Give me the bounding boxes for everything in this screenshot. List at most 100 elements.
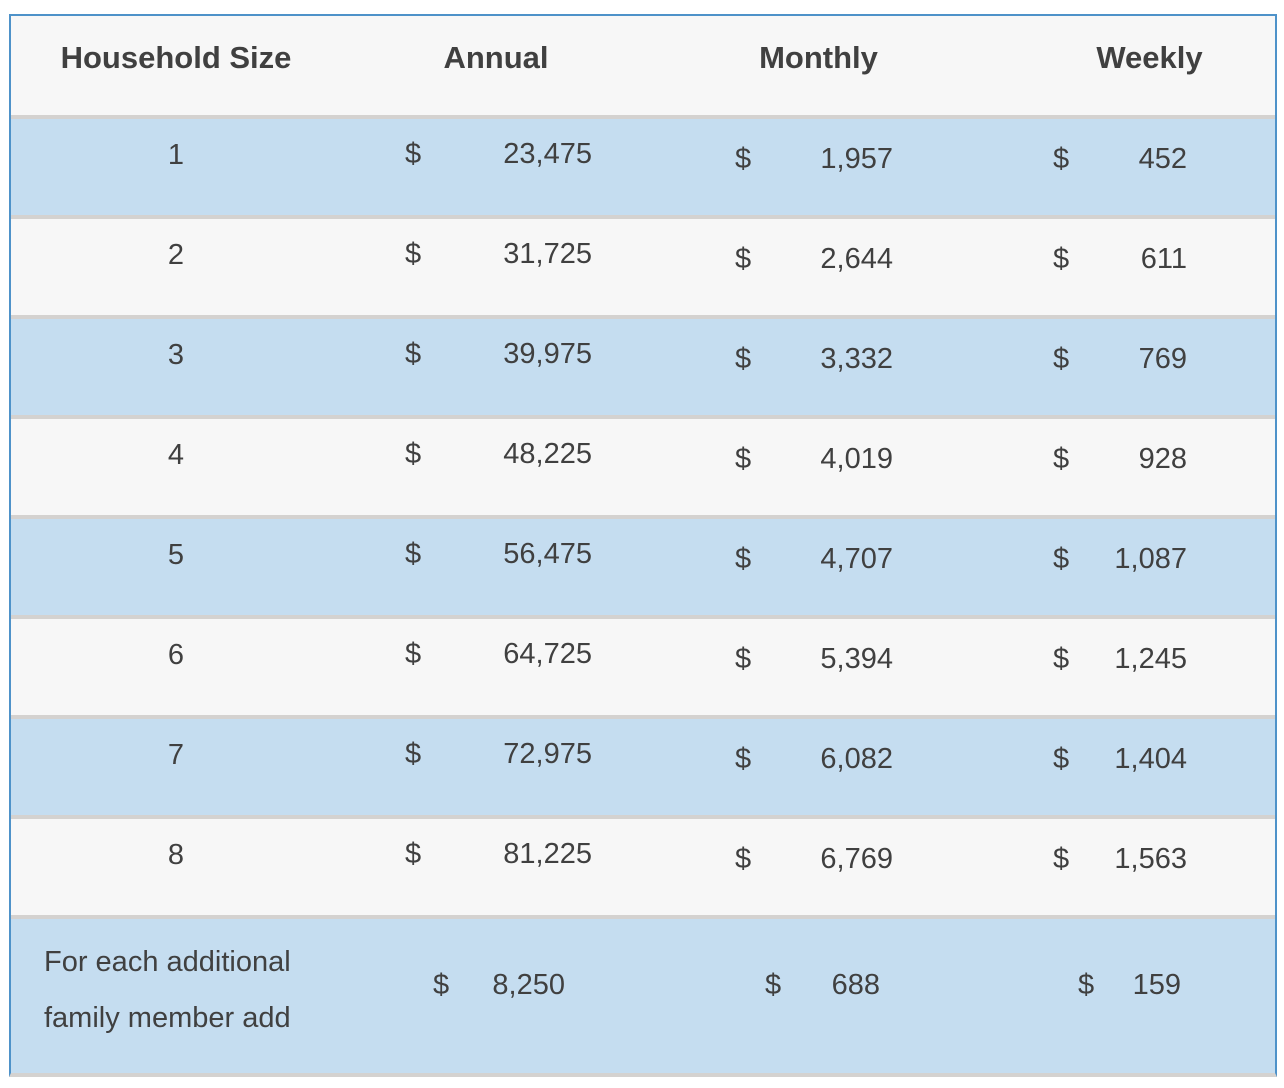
column-header-annual-label: Annual — [443, 39, 549, 75]
annual-amount: 72,975 — [503, 737, 592, 770]
column-header-weekly-label: Weekly — [1096, 39, 1203, 75]
annual-amount: 8,250 — [492, 968, 565, 1001]
monthly-amount-cell: $ 3,332 — [651, 319, 986, 415]
annual-amount-cell: $ 64,725 — [341, 614, 651, 710]
household-size-cell: 1 — [167, 138, 185, 171]
monthly-amount: 1,957 — [820, 142, 893, 175]
annual-amount-cell: $ 23,475 — [341, 114, 651, 210]
dollar-sign: $ — [405, 437, 422, 470]
dollar-sign: $ — [405, 337, 422, 370]
column-header-household-size: Household Size — [11, 16, 341, 115]
table-row: 7 $ 72,975 $ 6,082 $ 1,404 — [11, 715, 1275, 815]
table-row: For each additional family member add $ … — [11, 915, 1275, 1073]
dollar-sign: $ — [405, 137, 422, 170]
column-header-monthly: Monthly — [651, 16, 986, 115]
annual-amount: 48,225 — [503, 437, 592, 470]
annual-amount-cell: $ 56,475 — [341, 514, 651, 610]
table-row: 6 $ 64,725 $ 5,394 $ 1,245 — [11, 615, 1275, 715]
table-row: 5 $ 56,475 $ 4,707 $ 1,087 — [11, 515, 1275, 615]
column-header-monthly-label: Monthly — [759, 39, 878, 75]
monthly-amount-cell: $ 4,019 — [651, 419, 986, 515]
dollar-sign: $ — [433, 968, 450, 1001]
annual-amount-cell: $ 81,225 — [341, 814, 651, 910]
weekly-amount-cell: $ 159 — [986, 919, 1275, 1073]
dollar-sign: $ — [735, 642, 752, 675]
table-row: 1 $ 23,475 $ 1,957 $ 452 — [11, 115, 1275, 215]
table-row: 3 $ 39,975 $ 3,332 $ 769 — [11, 315, 1275, 415]
table-row: 4 $ 48,225 $ 4,019 $ 928 — [11, 415, 1275, 515]
dollar-sign: $ — [735, 842, 752, 875]
table-header-row: Household Size Annual Monthly Weekly — [11, 16, 1275, 115]
weekly-amount-cell: $ 611 — [986, 219, 1275, 315]
household-size-cell: 2 — [167, 238, 185, 271]
monthly-amount: 5,394 — [820, 642, 893, 675]
monthly-amount: 688 — [831, 968, 880, 1001]
annual-amount: 31,725 — [503, 237, 592, 270]
dollar-sign: $ — [405, 637, 422, 670]
household-size-cell: For each additional family member add — [44, 946, 291, 1034]
weekly-amount-cell: $ 1,404 — [986, 719, 1275, 815]
weekly-amount: 1,087 — [1114, 542, 1187, 575]
dollar-sign: $ — [1053, 242, 1070, 275]
monthly-amount: 4,707 — [820, 542, 893, 575]
weekly-amount: 769 — [1138, 342, 1187, 375]
annual-amount-cell: $ 39,975 — [341, 314, 651, 410]
weekly-amount: 159 — [1132, 968, 1181, 1001]
annual-amount-cell: $ 31,725 — [341, 214, 651, 310]
dollar-sign: $ — [735, 242, 752, 275]
monthly-amount: 6,082 — [820, 742, 893, 775]
monthly-amount-cell: $ 5,394 — [651, 619, 986, 715]
dollar-sign: $ — [405, 237, 422, 270]
table-row: 8 $ 81,225 $ 6,769 $ 1,563 — [11, 815, 1275, 915]
household-size-cell: 6 — [167, 638, 185, 671]
monthly-amount-cell: $ 6,769 — [651, 819, 986, 915]
dollar-sign: $ — [1053, 842, 1070, 875]
dollar-sign: $ — [1053, 742, 1070, 775]
dollar-sign: $ — [735, 342, 752, 375]
annual-amount: 56,475 — [503, 537, 592, 570]
weekly-amount-cell: $ 1,563 — [986, 819, 1275, 915]
monthly-amount-cell: $ 6,082 — [651, 719, 986, 815]
monthly-amount-cell: $ 1,957 — [651, 119, 986, 215]
dollar-sign: $ — [1053, 442, 1070, 475]
monthly-amount-cell: $ 688 — [651, 919, 986, 1073]
annual-amount: 23,475 — [503, 137, 592, 170]
weekly-amount-cell: $ 1,245 — [986, 619, 1275, 715]
dollar-sign: $ — [1078, 968, 1095, 1001]
weekly-amount: 611 — [1140, 242, 1187, 275]
household-size-cell: 8 — [167, 838, 185, 871]
dollar-sign: $ — [735, 142, 752, 175]
dollar-sign: $ — [735, 742, 752, 775]
column-header-household-size-label: Household Size — [60, 39, 292, 75]
dollar-sign: $ — [735, 542, 752, 575]
annual-amount: 39,975 — [503, 337, 592, 370]
annual-amount-cell: $ 72,975 — [341, 714, 651, 810]
table-row: 2 $ 31,725 $ 2,644 $ 611 — [11, 215, 1275, 315]
household-size-cell: 5 — [167, 538, 185, 571]
monthly-amount: 2,644 — [820, 242, 893, 275]
column-header-annual: Annual — [341, 16, 651, 115]
weekly-amount-cell: $ 1,087 — [986, 519, 1275, 615]
dollar-sign: $ — [405, 537, 422, 570]
weekly-amount: 1,563 — [1114, 842, 1187, 875]
dollar-sign: $ — [1053, 142, 1070, 175]
monthly-amount-cell: $ 2,644 — [651, 219, 986, 315]
dollar-sign: $ — [405, 837, 422, 870]
weekly-amount: 928 — [1138, 442, 1187, 475]
dollar-sign: $ — [1053, 642, 1070, 675]
household-size-cell: 3 — [167, 338, 185, 371]
dollar-sign: $ — [735, 442, 752, 475]
monthly-amount-cell: $ 4,707 — [651, 519, 986, 615]
weekly-amount-cell: $ 452 — [986, 119, 1275, 215]
weekly-amount-cell: $ 928 — [986, 419, 1275, 515]
column-header-weekly: Weekly — [986, 16, 1275, 115]
monthly-amount: 4,019 — [820, 442, 893, 475]
dollar-sign: $ — [1053, 342, 1070, 375]
household-size-cell: 7 — [167, 738, 185, 771]
annual-amount-cell: $ 48,225 — [341, 414, 651, 510]
annual-amount: 81,225 — [503, 837, 592, 870]
weekly-amount-cell: $ 769 — [986, 319, 1275, 415]
dollar-sign: $ — [765, 968, 782, 1001]
annual-amount: 64,725 — [503, 637, 592, 670]
dollar-sign: $ — [405, 737, 422, 770]
